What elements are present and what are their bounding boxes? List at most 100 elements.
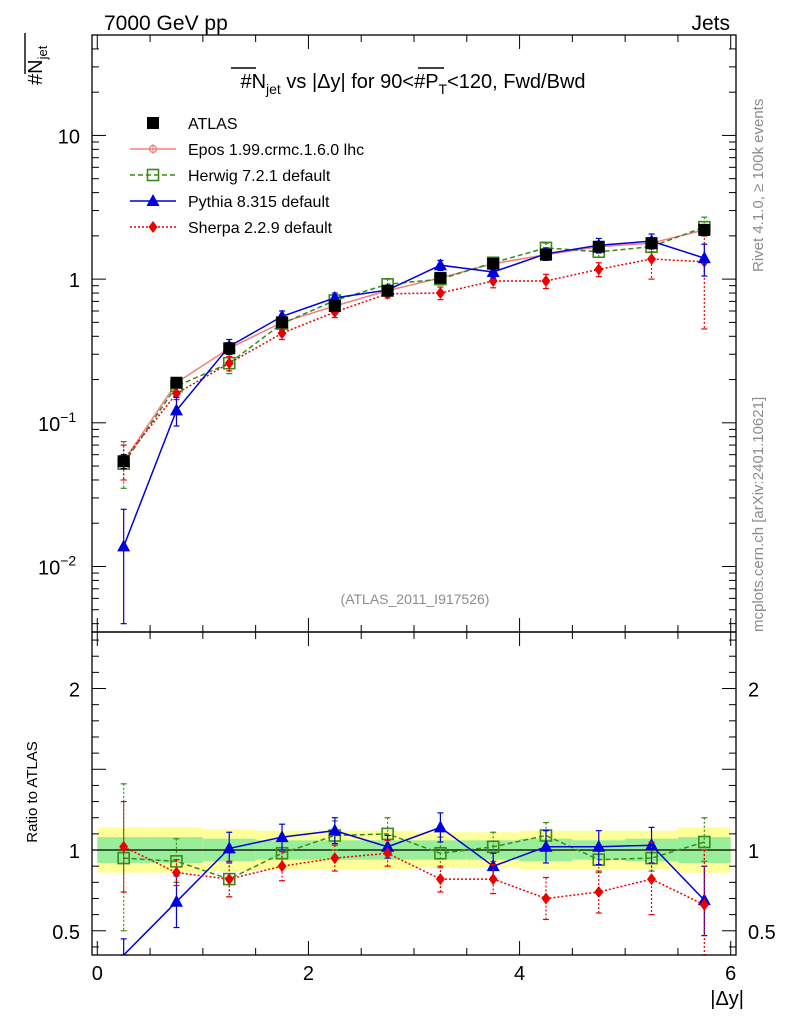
legend-label-epos: Epos 1.99.crmc.1.6.0 lhc [188, 142, 364, 159]
ratio-point-sherpa [383, 847, 393, 860]
ratio-point-sherpa [224, 873, 234, 886]
x-axis-label: |Δy| [710, 988, 744, 1010]
main-point-sherpa [435, 287, 445, 300]
ratio-series-sherpa [119, 800, 709, 956]
legend-entry-pythia: Pythia 8.315 default [130, 194, 330, 211]
ratio-point-sherpa [435, 873, 445, 886]
legend-marker-pythia [146, 194, 160, 206]
ratio-y-tick-label-right: 1 [748, 841, 759, 863]
ratio-line-herwig [123, 833, 705, 880]
ratio-point-sherpa [594, 886, 604, 899]
x-tick-label: 4 [514, 963, 525, 985]
main-line-herwig [123, 226, 705, 465]
category-label: Jets [691, 12, 730, 35]
main-plot-panel: 10 1 10−1 10−2 #Njet vs |Δy| for 90<#PT<120… [24, 33, 737, 633]
x-tick-label: 0 [92, 963, 103, 985]
ratio-point-pythia [433, 820, 447, 833]
ratio-point-pythia [645, 838, 659, 851]
legend-entry-data: ATLAS [147, 116, 238, 133]
main-y-tick-label: 1 [69, 270, 80, 292]
main-point-sherpa [541, 275, 551, 288]
main-point-pythia [169, 403, 183, 416]
main-point-data [276, 316, 289, 329]
main-point-data [592, 240, 605, 253]
ratio-point-herwig [486, 840, 500, 854]
ratio-point-pythia [169, 894, 183, 907]
analysis-watermark: (ATLAS_2011_I917526) [341, 591, 490, 607]
mcplots-credit-label: mcplots.cern.ch [arXiv:2401.10621] [750, 397, 767, 632]
legend-marker-herwig [146, 168, 160, 182]
main-point-data [328, 299, 341, 312]
legend-entry-sherpa: Sherpa 2.2.9 default [130, 220, 333, 237]
ratio-series-layer [117, 783, 711, 956]
main-point-pythia [328, 290, 342, 303]
rivet-version-label: Rivet 4.1.0, ≥ 100k events [750, 99, 767, 272]
ratio-plot-frame [91, 631, 737, 956]
ratio-point-pythia [328, 823, 342, 836]
ratio-point-sherpa [647, 873, 657, 886]
ratio-y-tick-label-left: 1 [69, 841, 80, 863]
ratio-point-sherpa [171, 866, 181, 879]
ratio-point-pythia [592, 839, 606, 852]
main-series-data [117, 223, 711, 470]
legend-marker-epos [148, 144, 158, 154]
ratio-y-tick-label-right: 0.5 [748, 922, 776, 944]
energy-label: 7000 GeV pp [104, 12, 228, 35]
ratio-y-tick-label-right: 2 [748, 680, 759, 702]
main-line-sherpa [123, 258, 705, 461]
main-series-layer [117, 216, 711, 625]
main-point-sherpa [594, 263, 604, 276]
ratio-axis-ticks: 0 2 4 6 0.5 0.5 1 1 2 2 [52, 632, 776, 985]
legend-entry-epos: Epos 1.99.crmc.1.6.0 lhc [130, 142, 364, 159]
main-point-pythia [117, 539, 131, 552]
main-y-tick-label: 10−2 [38, 552, 76, 579]
main-line-epos [123, 229, 705, 462]
main-point-pythia [433, 258, 447, 271]
ratio-point-sherpa [277, 860, 287, 873]
x-tick-label: 2 [303, 963, 314, 985]
main-point-data [381, 284, 394, 297]
plot-title: #Njet vs |Δy| for 90<#PT<120, Fwd/Bwd [240, 71, 585, 97]
main-point-pythia [697, 251, 711, 264]
main-point-sherpa [277, 327, 287, 340]
main-y-axis-label: #Njet [24, 33, 50, 85]
ratio-y-tick-label-left: 2 [69, 680, 80, 702]
ratio-plot-panel: 0 2 4 6 0.5 0.5 1 1 2 2 Ratio to ATLAS |Δy| [24, 631, 776, 1010]
ratio-y-axis-label: Ratio to ATLAS [24, 741, 41, 842]
main-point-data [487, 257, 500, 270]
x-tick-label: 6 [725, 963, 736, 985]
main-point-data [223, 342, 236, 355]
main-axis-ticks: 10 1 10−1 10−2 [38, 34, 736, 632]
legend-entry-herwig: Herwig 7.2.1 default [130, 168, 331, 185]
main-point-data [434, 271, 447, 284]
ratio-y-tick-label-left: 0.5 [52, 922, 80, 944]
ratio-point-sherpa [699, 898, 709, 911]
legend-marker-data [147, 117, 159, 129]
legend-marker-sherpa [148, 221, 158, 233]
main-point-pythia [486, 265, 500, 278]
main-point-data [698, 223, 711, 236]
ratio-point-sherpa [488, 873, 498, 886]
main-point-data [645, 237, 658, 250]
legend: ATLAS Epos 1.99.crmc.1.6.0 lhc Herwig 7.2.… [130, 116, 364, 237]
ratio-point-sherpa [330, 852, 340, 865]
main-point-data [117, 455, 130, 468]
ratio-point-herwig [434, 846, 447, 860]
svg-text:#Njet: #Njet [25, 45, 50, 85]
main-point-data [170, 376, 183, 389]
main-point-data [539, 248, 552, 261]
legend-label-herwig: Herwig 7.2.1 default [188, 168, 331, 185]
main-y-tick-label: 10 [58, 126, 80, 148]
main-line-pythia [123, 240, 705, 547]
ratio-line-pythia [123, 826, 705, 956]
ratio-point-pythia [539, 839, 553, 852]
ratio-point-pythia [222, 841, 236, 854]
legend-label-sherpa: Sherpa 2.2.9 default [188, 220, 333, 237]
main-point-sherpa [224, 357, 234, 370]
main-y-tick-label: 10−1 [38, 409, 76, 436]
main-point-sherpa [171, 387, 181, 400]
main-point-sherpa [647, 253, 657, 266]
ratio-point-herwig [698, 835, 711, 849]
legend-label-data: ATLAS [188, 116, 238, 133]
